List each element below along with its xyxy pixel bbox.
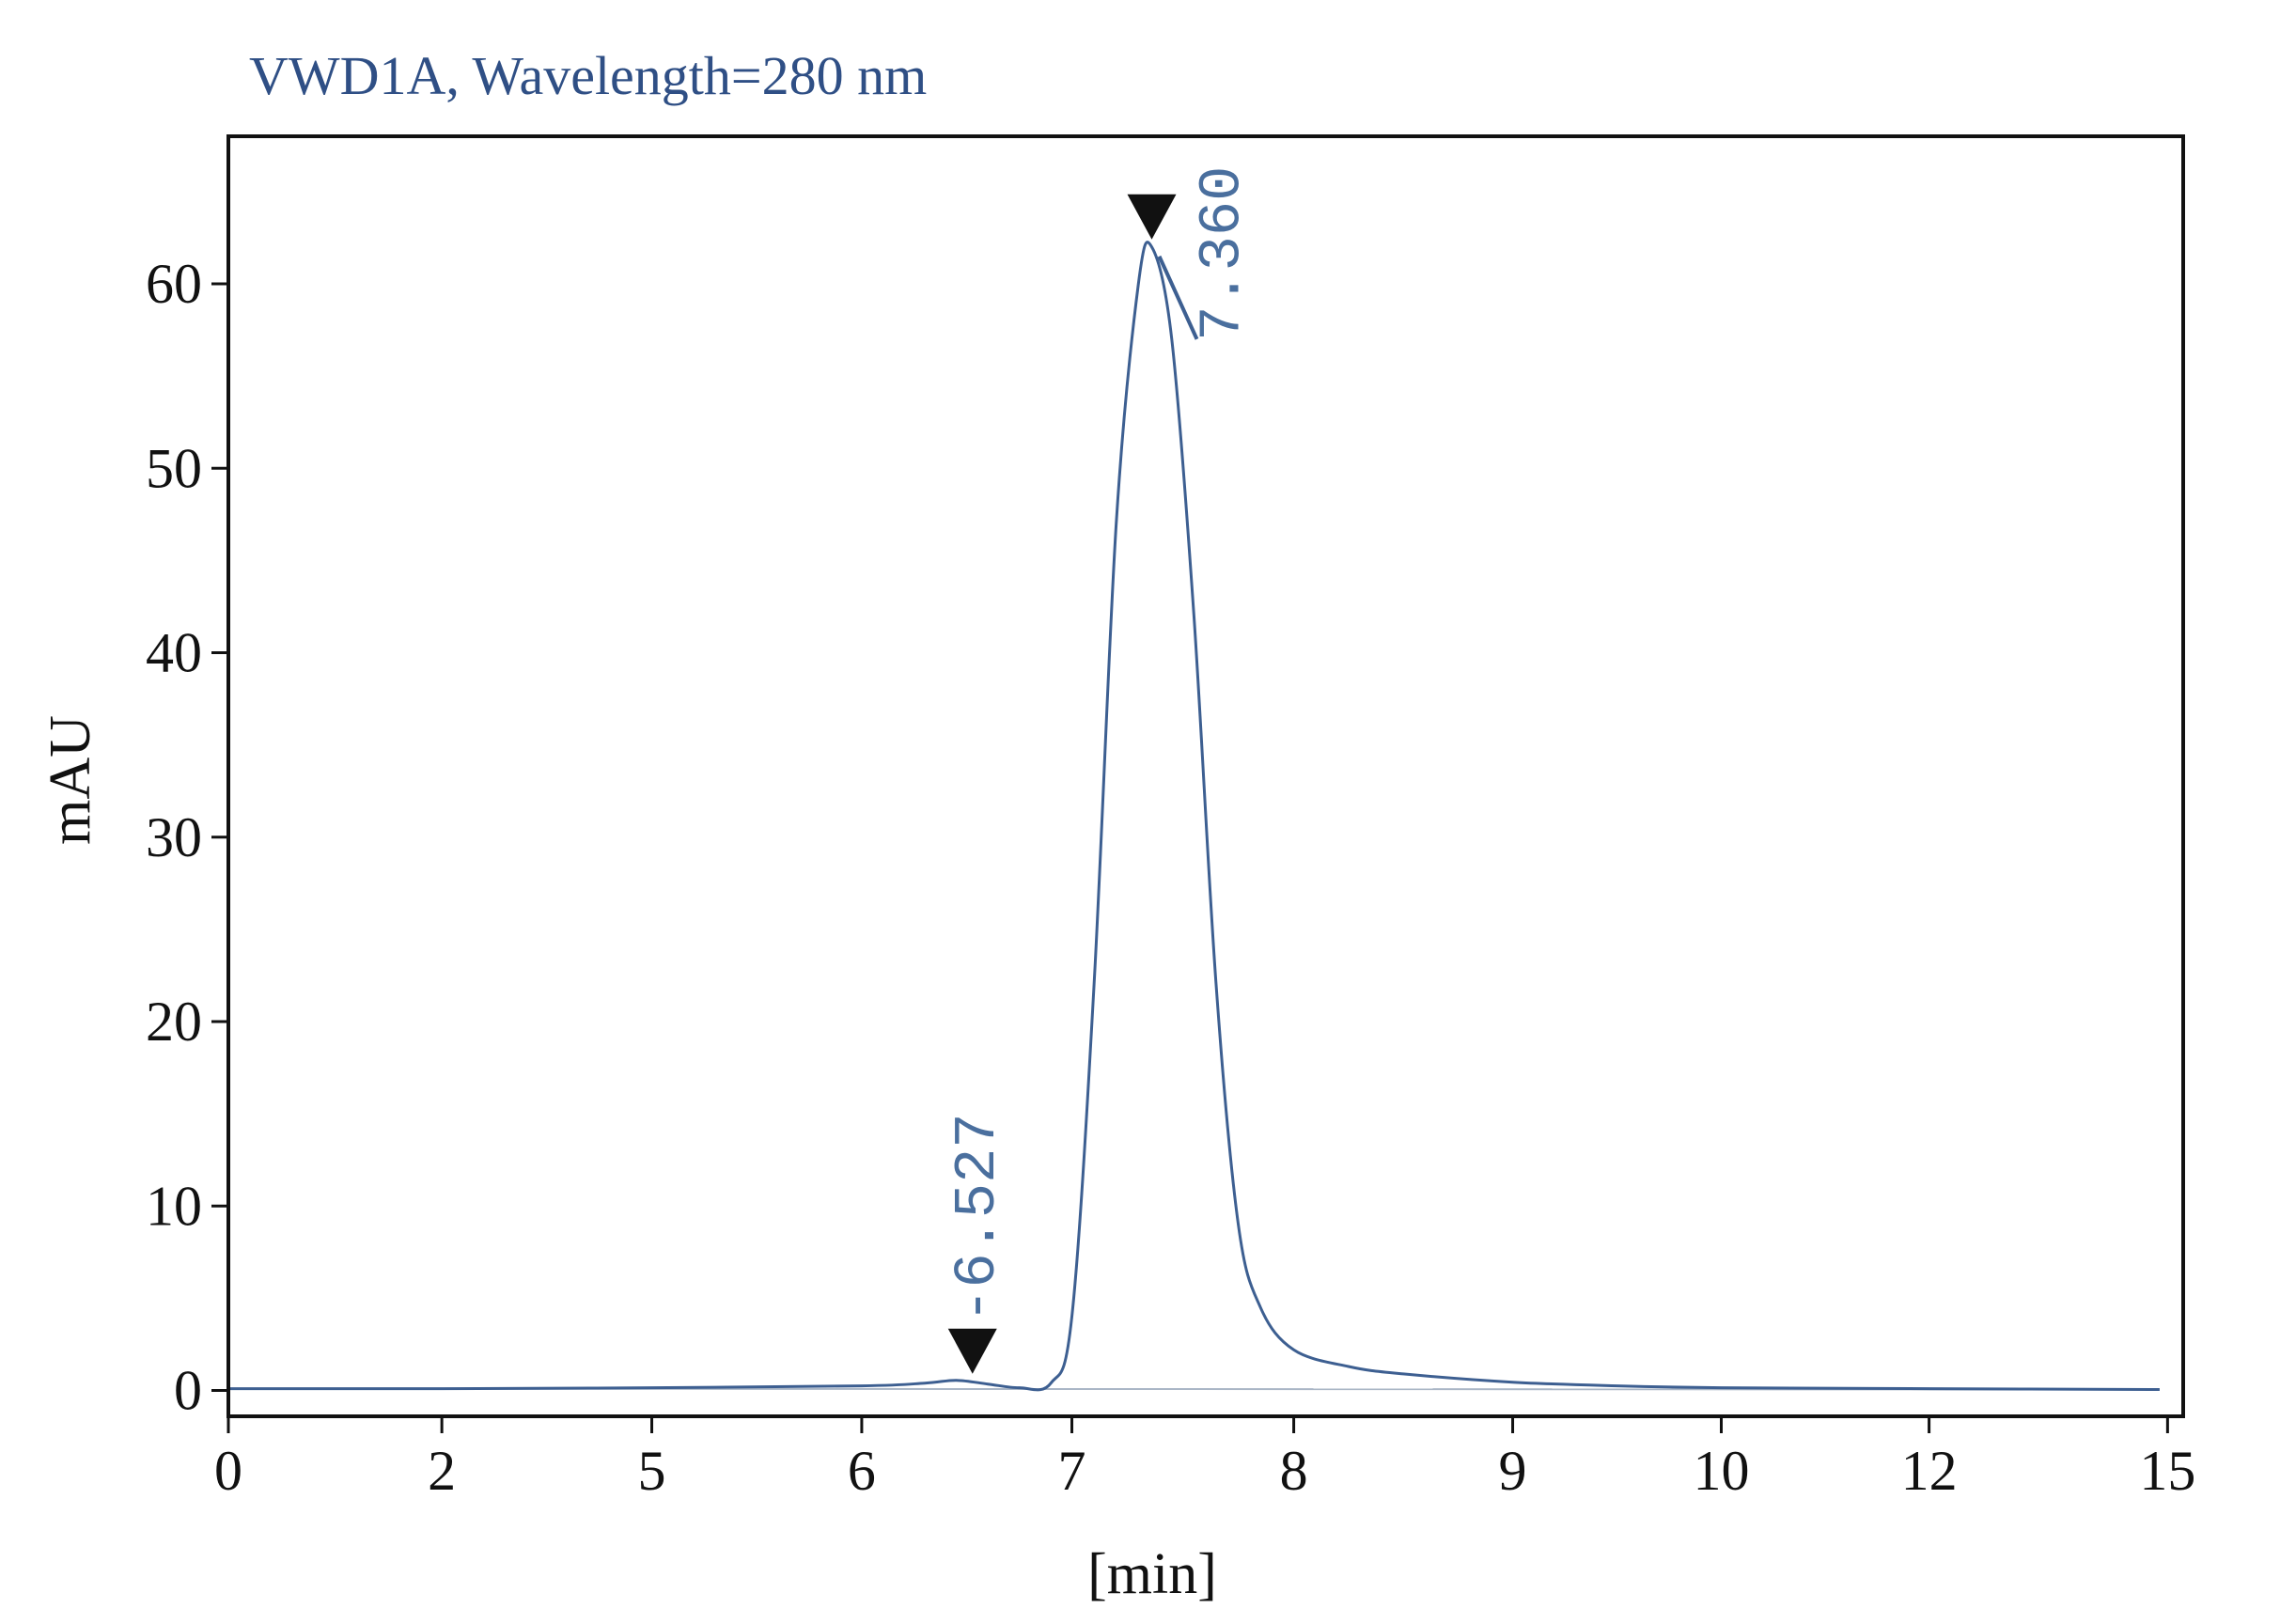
x-tick-label: 9	[1499, 1440, 1527, 1502]
y-axis-title: mAU	[39, 715, 102, 845]
x-axis-title: [min]	[1087, 1542, 1217, 1606]
chromatogram-trace	[227, 241, 2160, 1392]
peaks-layer: -6.527 7.360	[945, 166, 1257, 1374]
plot-frame	[226, 134, 2185, 1418]
x-tick-label: 10	[1693, 1440, 1749, 1502]
y-tick-label: 0	[174, 1360, 202, 1422]
y-tick-label: 10	[146, 1175, 202, 1237]
peak-marker	[1127, 194, 1177, 240]
x-tick-label: 2	[428, 1440, 456, 1502]
x-tick-label: 15	[2139, 1440, 2195, 1502]
peak-integration-line	[1157, 255, 1199, 340]
x-tick-label: 8	[1280, 1440, 1308, 1502]
x-tick-label: 7	[1058, 1440, 1086, 1502]
x-tick-label: 12	[1901, 1440, 1958, 1502]
y-tick-label: 50	[146, 437, 202, 499]
y-tick-label: 20	[146, 991, 202, 1053]
x-tick-label: 5	[638, 1440, 666, 1502]
x-tick-label: 0	[214, 1440, 242, 1502]
y-tick-label: 30	[146, 806, 202, 868]
peak-label: -6.527	[945, 1113, 1011, 1322]
y-tick-label: 40	[146, 622, 202, 684]
ticks-layer: 0 2 5 6 7 8 9 10 12 15 0 10 20 30 40 50 60	[146, 253, 2195, 1502]
chart-title: VWD1A, Wavelength=280 nm	[249, 45, 927, 106]
y-tick-label: 60	[146, 253, 202, 315]
series-layer	[227, 241, 2160, 1392]
peak-label: 7.360	[1190, 166, 1257, 341]
x-tick-label: 6	[848, 1440, 876, 1502]
peak-marker	[947, 1328, 997, 1374]
